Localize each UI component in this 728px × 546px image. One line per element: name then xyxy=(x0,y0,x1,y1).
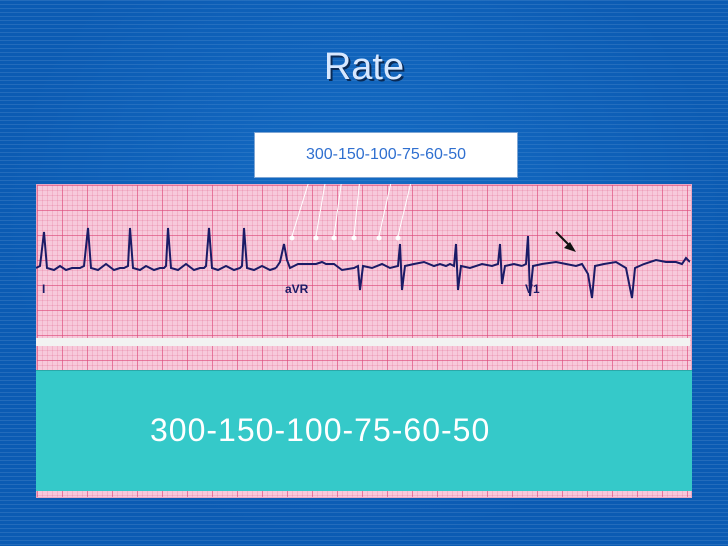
marker-dot xyxy=(289,235,295,241)
marker-dot xyxy=(395,235,401,241)
marker-dot xyxy=(331,235,337,241)
banner-rate-sequence: 300-150-100-75-60-50 xyxy=(150,412,491,448)
rate-banner xyxy=(36,370,692,491)
lead-v1-trace xyxy=(521,235,690,299)
ecg-strip-divider xyxy=(36,338,690,346)
leader-line-60 xyxy=(378,184,392,237)
ecg-trace xyxy=(36,184,690,299)
marker-dot xyxy=(351,235,357,241)
lead-i-trace xyxy=(36,227,277,272)
callout-label: 300-150-100-75-60-50 xyxy=(305,146,467,163)
rate-sequence-callout: 300-150-100-75-60-50 xyxy=(254,132,518,178)
slide-title: Rate xyxy=(323,46,405,88)
arrow-icon xyxy=(555,231,576,252)
lead-label-avr: aVR xyxy=(285,282,309,296)
leader-line-75 xyxy=(353,184,360,237)
lead-label-i: I xyxy=(42,282,46,296)
lead-label-v1: V1 xyxy=(525,282,540,296)
marker-dot xyxy=(376,235,382,241)
marker-dot xyxy=(313,235,319,241)
leader-line-50 xyxy=(397,184,412,237)
leader-line-150 xyxy=(315,184,326,237)
leader-line-100 xyxy=(333,184,342,237)
leader-line-300 xyxy=(291,184,309,237)
lead-avr-trace xyxy=(275,243,523,291)
